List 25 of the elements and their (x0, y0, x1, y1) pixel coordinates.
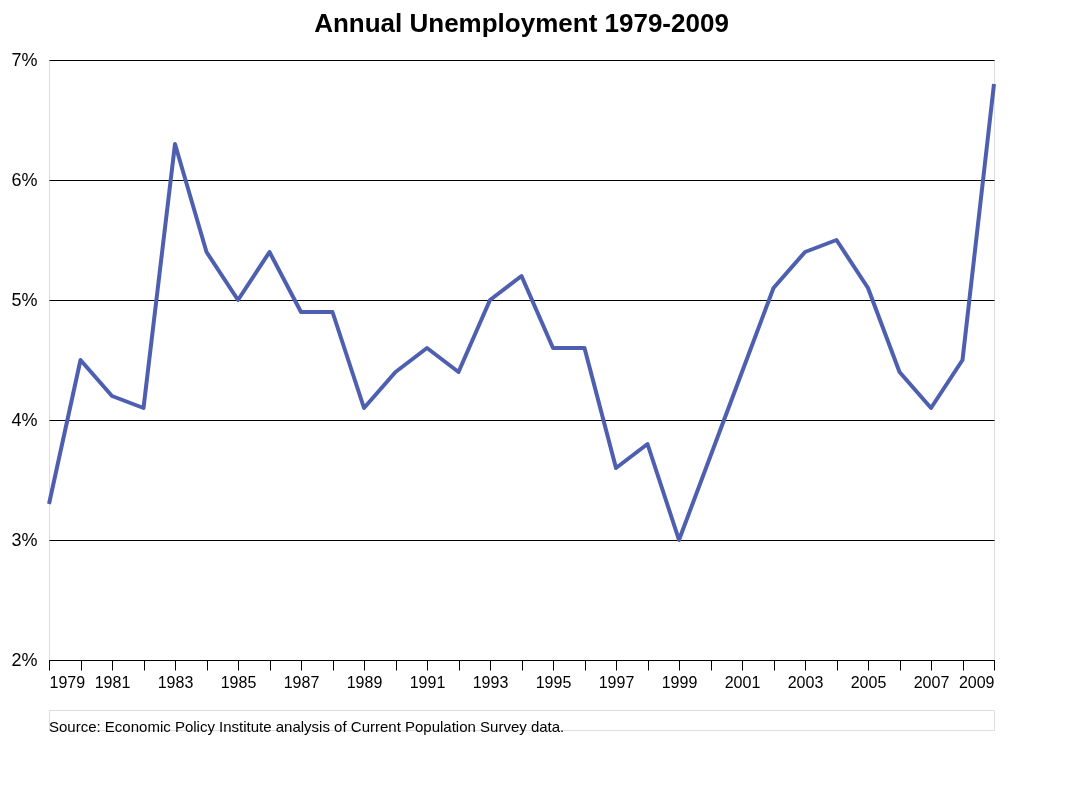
x-tick-label: 1981 (94, 673, 131, 691)
x-tick-label: 1983 (157, 673, 194, 691)
y-tick-label: 3% (11, 529, 38, 550)
x-tick-label: 1993 (472, 673, 509, 691)
y-tick-label: 5% (11, 289, 38, 310)
x-tick-label: 1991 (409, 673, 446, 691)
x-tick-label: 2003 (787, 673, 824, 691)
x-tick-label: 1987 (283, 673, 320, 691)
x-tick-label: 1997 (598, 673, 635, 691)
x-tick-label: 2001 (724, 673, 761, 691)
x-tick-label: 1995 (535, 673, 572, 691)
y-tick-label: 2% (11, 649, 38, 670)
source-note: Source: Economic Policy Institute analysis of Current Population Survey data. (49, 718, 565, 735)
x-tick-label: 2007 (913, 673, 950, 691)
chart-title: Annual Unemployment 1979-2009 (314, 8, 729, 38)
y-tick-label: 4% (11, 409, 38, 430)
x-tick-label: 1989 (346, 673, 383, 691)
line-series (47, 82, 996, 542)
x-tick-label: 2005 (850, 673, 887, 691)
y-tick-label: 7% (11, 49, 38, 70)
y-tick-label: 6% (11, 169, 38, 190)
x-tick-label: 1985 (220, 673, 257, 691)
x-tick-label: 2009 (958, 673, 995, 691)
x-tick-label: 1979 (49, 673, 86, 691)
x-tick-label: 1999 (661, 673, 698, 691)
